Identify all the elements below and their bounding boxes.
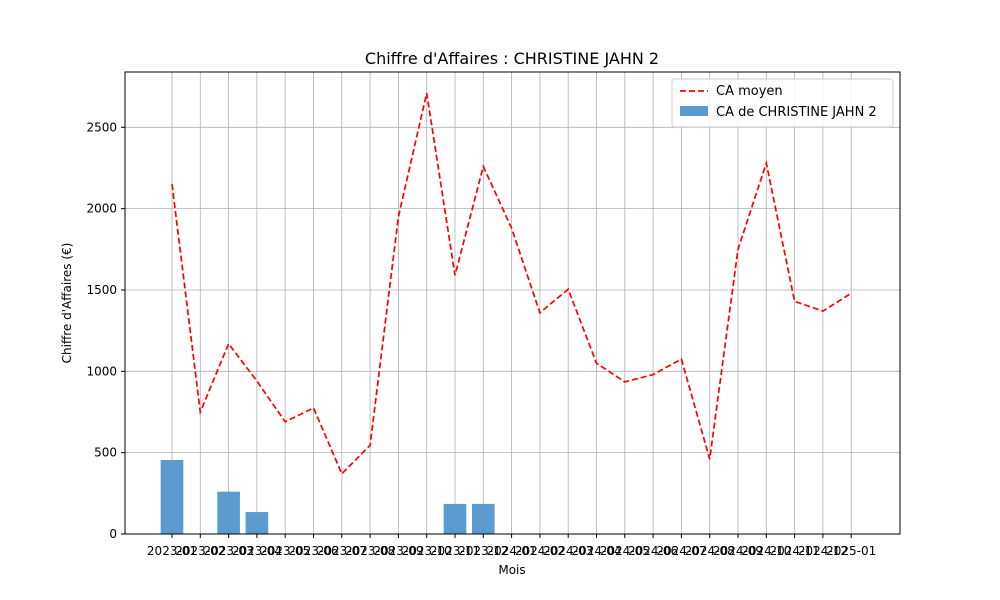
- x-tick-label: 2024-08: [685, 544, 735, 558]
- x-tick-label: 2024-03: [543, 544, 593, 558]
- bar: [160, 459, 184, 534]
- x-tick-label: 2024-12: [798, 544, 848, 558]
- y-tick-label: 2000: [86, 202, 117, 216]
- y-tick-label: 1500: [86, 283, 117, 297]
- x-tick-label: 2024-09: [713, 544, 763, 558]
- bar: [217, 491, 240, 534]
- x-tick-label: 2024-04: [571, 544, 621, 558]
- legend-label-bar: CA de CHRISTINE JAHN 2: [716, 105, 877, 120]
- x-tick-label: 2023-08: [345, 544, 395, 558]
- ca-moyen-line: [171, 92, 852, 476]
- x-tick-label: 2023-06: [288, 544, 338, 558]
- legend-box: [671, 78, 894, 128]
- x-tick-label: 2024-06: [628, 544, 678, 558]
- x-tick-label: 2023-01: [147, 544, 197, 558]
- x-tick-label: 2023-02: [175, 544, 225, 558]
- line-series: [171, 92, 852, 476]
- grid: [125, 72, 900, 535]
- legend-swatch-bar: [680, 106, 708, 116]
- x-ticks: 2023-012023-022023-032023-042023-052023-…: [147, 534, 876, 558]
- bar: [443, 503, 467, 534]
- y-tick-label: 2500: [86, 120, 117, 134]
- x-axis-label: Mois: [498, 563, 525, 577]
- x-tick-label: 2023-12: [458, 544, 508, 558]
- x-tick-label: 2024-02: [515, 544, 565, 558]
- x-tick-label: 2024-05: [600, 544, 650, 558]
- plot-frame: [124, 71, 901, 535]
- x-tick-label: 2024-11: [770, 544, 820, 558]
- y-ticks: 0 500 1000 1500 2000 2500: [86, 120, 125, 541]
- x-tick-label: 2024-10: [741, 544, 791, 558]
- y-tick-label: 500: [94, 446, 117, 460]
- y-tick-label: 0: [109, 527, 117, 541]
- x-tick-label: 2023-09: [373, 544, 423, 558]
- x-tick-label: 2023-07: [317, 544, 367, 558]
- y-tick-label: 1000: [86, 364, 117, 378]
- legend: CA moyen CA de CHRISTINE JAHN 2: [671, 78, 894, 128]
- x-tick-label: 2024-07: [656, 544, 706, 558]
- y-axis-label: Chiffre d'Affaires (€): [60, 243, 74, 364]
- chart-title: Chiffre d'Affaires : CHRISTINE JAHN 2: [365, 49, 659, 68]
- x-tick-label: 2023-10: [402, 544, 452, 558]
- x-tick-label: 2024-01: [487, 544, 537, 558]
- bar: [471, 503, 495, 534]
- x-tick-label: 2023-11: [430, 544, 480, 558]
- bar: [245, 512, 269, 534]
- legend-label-line: CA moyen: [716, 84, 783, 99]
- x-tick-label: 2023-04: [232, 544, 282, 558]
- bar-series: [160, 459, 495, 534]
- x-tick-label: 2025-01: [826, 544, 876, 558]
- x-tick-label: 2023-03: [204, 544, 254, 558]
- x-tick-label: 2023-05: [260, 544, 310, 558]
